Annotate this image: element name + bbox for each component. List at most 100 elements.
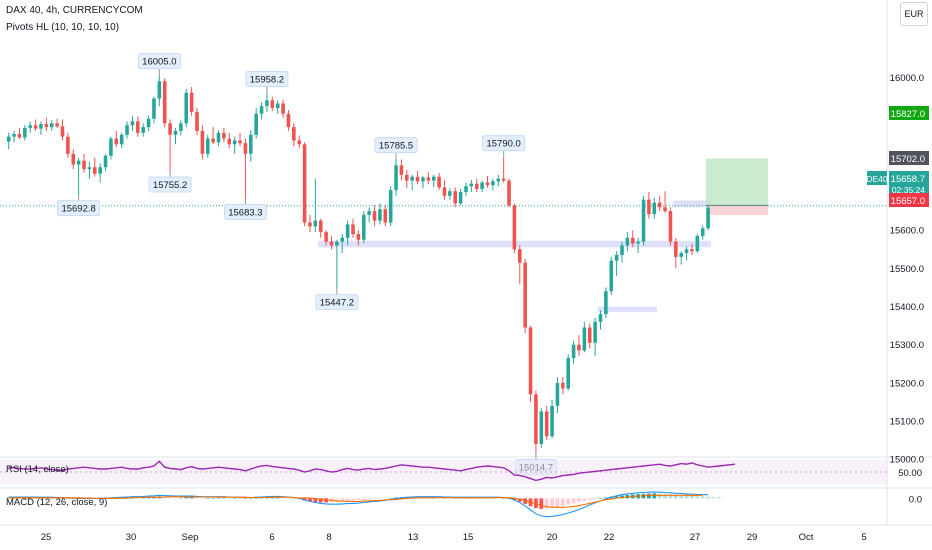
macd-histogram-bar [577, 498, 581, 503]
macd-histogram-bar [254, 498, 259, 499]
candle-body [6, 136, 11, 142]
macd-histogram-bar [571, 498, 576, 504]
macd-histogram-bar [496, 498, 501, 499]
candle-body [636, 241, 640, 244]
macd-histogram-bar [178, 497, 183, 499]
macd-histogram-bar [544, 498, 549, 509]
x-tick-label: 30 [126, 532, 137, 543]
macd-histogram-bar [351, 498, 355, 501]
macd-histogram-bar [65, 498, 70, 499]
candle-body [345, 224, 350, 238]
candle-body [55, 123, 59, 127]
candle-body [259, 106, 264, 114]
macd-histogram-bar [598, 498, 603, 499]
position-stop-zone [706, 205, 768, 215]
macd-histogram-bar [238, 498, 242, 499]
candle-body [211, 138, 215, 143]
candle-body [582, 327, 587, 351]
x-tick-label: 22 [604, 532, 615, 543]
candle-body [604, 291, 608, 315]
candle-body [71, 153, 76, 165]
macd-histogram-bar [308, 498, 312, 502]
macd-histogram-bar [6, 497, 11, 499]
pivot-high-label: 15785.5 [379, 141, 413, 152]
macd-histogram-bar [716, 497, 721, 499]
candle-body [76, 160, 81, 165]
macd-histogram-bar [587, 498, 592, 501]
macd-histogram-bar [189, 497, 194, 499]
candle-body [544, 411, 549, 437]
macd-histogram-bar [679, 495, 684, 499]
pivot-label-box [374, 137, 418, 154]
macd-histogram-bar [205, 498, 210, 499]
macd-histogram-bar [684, 495, 689, 499]
candle-body [82, 160, 86, 170]
candle-body [474, 183, 479, 189]
rsi-legend[interactable]: RSI (14, close) [6, 464, 69, 475]
candle-body [109, 138, 113, 156]
candle-body [587, 327, 592, 343]
candle-body [17, 133, 22, 138]
pivot-label-box [57, 200, 101, 217]
indicator-legend[interactable]: Pivots HL (10, 10, 10, 10) [6, 22, 120, 33]
candle-body [146, 118, 151, 128]
candle-body [399, 165, 404, 175]
y-tick-label: 15000.0 [890, 455, 924, 466]
macd-legend[interactable]: MACD (12, 26, close, 9) [6, 497, 108, 508]
candle-body [125, 125, 129, 135]
price-tag [889, 106, 929, 120]
candle-body [501, 178, 506, 181]
macd-histogram-bar [394, 497, 398, 499]
candle-body [351, 224, 355, 234]
candle-body [340, 237, 345, 242]
candle-body [512, 205, 517, 250]
macd-histogram-bar [286, 498, 291, 499]
macd-histogram-bar [700, 496, 705, 499]
candle-body [523, 262, 527, 328]
candle-body [335, 241, 339, 246]
candle-body [275, 103, 280, 109]
support-zone-2 [597, 306, 657, 313]
macd-histogram-bar [539, 498, 544, 509]
candle-body [448, 191, 452, 196]
macd-histogram-bar [313, 498, 318, 503]
rsi-level-label: 50.00 [898, 468, 922, 479]
symbol-tag-label: DE40 [866, 174, 888, 184]
candle-body [179, 123, 183, 131]
candle-body [421, 177, 425, 182]
macd-histogram-bar [275, 497, 280, 499]
macd-histogram-bar [243, 498, 248, 499]
candle-body [668, 211, 673, 242]
macd-histogram-bar [216, 497, 221, 499]
macd-histogram-bar [324, 498, 328, 503]
candle-body [507, 180, 511, 206]
candle-body [308, 222, 312, 227]
candle-body [652, 202, 657, 215]
candle-body [238, 140, 242, 144]
pivot-high-label: 15958.2 [250, 75, 284, 86]
candle-body [485, 182, 490, 186]
candle-body [518, 249, 522, 263]
macd-histogram-bar [690, 495, 694, 499]
macd-histogram-bar [534, 498, 538, 509]
currency-button[interactable]: EUR [900, 2, 928, 26]
macd-histogram-bar [695, 496, 700, 499]
macd-histogram-bar [711, 496, 716, 499]
y-tick-label: 15300.0 [890, 340, 924, 351]
macd-histogram-bar [447, 497, 452, 499]
candle-body [550, 405, 554, 437]
x-tick-label: 15 [463, 532, 474, 543]
candle-body [200, 130, 205, 154]
price-tag-label: 15657.0 [891, 196, 925, 207]
y-tick-label: 15400.0 [890, 302, 924, 313]
macd-histogram-bar [291, 498, 296, 499]
candle-body [528, 327, 533, 395]
candle-body [453, 191, 458, 204]
macd-histogram-bar [318, 498, 323, 503]
pivot-label-box [137, 53, 181, 70]
macd-histogram-bar [566, 498, 571, 505]
candle-body [222, 132, 226, 139]
candle-body [60, 126, 65, 137]
